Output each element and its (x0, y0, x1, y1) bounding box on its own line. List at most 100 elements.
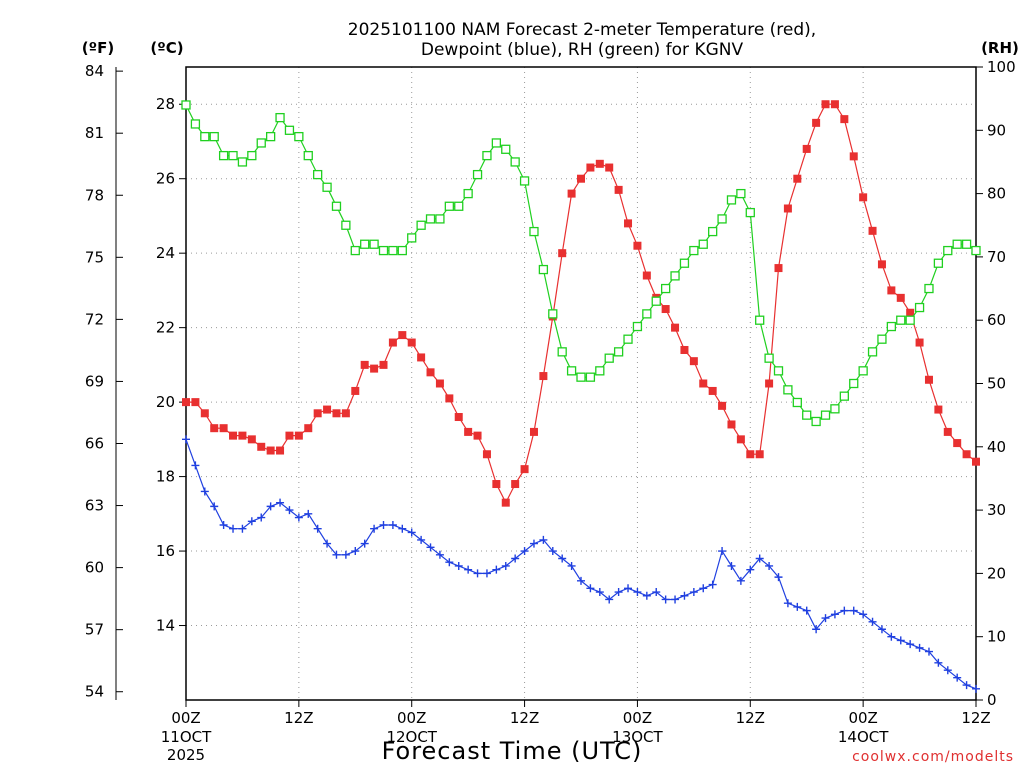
rh-point (971, 245, 981, 256)
dewpoint-point (360, 539, 369, 548)
rh-tick-label: 90 (987, 121, 1006, 139)
x-tick-label: 00Z (397, 709, 426, 727)
2-meter-temperature-point (699, 379, 708, 388)
2-meter-temperature-point (276, 446, 285, 455)
rh-point (303, 150, 313, 161)
rh-point (849, 378, 859, 389)
x-tick-label: 12Z (736, 709, 765, 727)
dewpoint-point (840, 606, 849, 615)
2-meter-temperature-point (830, 100, 839, 109)
rh-point (275, 112, 285, 123)
2-meter-temperature-point (229, 431, 238, 440)
2-meter-temperature-point (915, 338, 924, 347)
2-meter-temperature-point (783, 204, 792, 213)
celsius-tick-label: 28 (156, 95, 175, 113)
dewpoint-point (266, 502, 275, 511)
2-meter-temperature-point (868, 226, 877, 235)
x-tick-label: 12Z (510, 709, 539, 727)
2-meter-temperature-point (191, 398, 200, 407)
rh-point (585, 372, 596, 382)
dewpoint-point (182, 435, 190, 444)
2-meter-temperature-point (972, 457, 980, 466)
2-meter-temperature-point (877, 260, 886, 269)
rh-point (867, 347, 878, 357)
rh-tick-label: 70 (987, 248, 1006, 266)
2-meter-temperature-point (294, 431, 303, 440)
rh-point (952, 239, 962, 249)
fahrenheit-tick-label: 72 (85, 310, 104, 328)
rh-point (905, 315, 915, 325)
2-meter-temperature-point (407, 338, 416, 347)
2-meter-temperature-point (238, 431, 247, 440)
2-meter-temperature-point (454, 413, 463, 422)
rh-point (877, 334, 887, 344)
dewpoint-point (398, 524, 407, 533)
dewpoint-point (859, 610, 868, 619)
2-meter-temperature-point (689, 357, 698, 366)
rh-point (557, 347, 567, 357)
dewpoint-point (454, 561, 463, 570)
dewpoint-point (511, 554, 520, 563)
dewpoint-point (812, 625, 821, 634)
rh-point (313, 169, 323, 180)
dewpoint-point (370, 524, 379, 533)
dewpoint-point (586, 584, 595, 593)
rh-point (350, 245, 360, 256)
dewpoint-point (332, 550, 341, 559)
rh-point (566, 366, 577, 376)
dewpoint-point (379, 520, 388, 529)
2-meter-temperature-point (210, 424, 219, 433)
celsius-tick-label: 14 (156, 617, 175, 635)
dewpoint-point (774, 573, 783, 582)
2-meter-temperature-point (614, 185, 623, 194)
fahrenheit-unit-label: (ºF) (82, 39, 114, 57)
x-tick-date: 12OCT (386, 728, 437, 746)
rh-point (660, 283, 671, 294)
dewpoint-point (746, 565, 755, 574)
2-meter-temperature-point (398, 331, 407, 340)
2-meter-temperature-point (247, 435, 256, 444)
2-meter-temperature-point (812, 118, 821, 127)
dewpoint-point (642, 591, 651, 600)
dewpoint-point (351, 547, 360, 556)
dewpoint-point (821, 614, 830, 623)
2-meter-temperature-point (539, 372, 548, 381)
2-meter-temperature-point (896, 293, 905, 302)
2-meter-temperature-line (186, 103, 977, 505)
rh-point (811, 416, 821, 427)
2-meter-temperature-point (567, 189, 576, 198)
x-tick-date: 11OCT (161, 728, 212, 746)
x-tick-year: 2025 (167, 746, 205, 764)
fahrenheit-tick-label: 66 (85, 434, 104, 452)
rh-point (519, 176, 530, 186)
rh-point (717, 214, 727, 224)
dewpoint-point (830, 610, 839, 619)
celsius-tick-label: 24 (156, 244, 175, 262)
rh-point (961, 239, 972, 249)
2-meter-temperature-point (642, 271, 651, 280)
celsius-tick-label: 22 (156, 319, 175, 337)
2-meter-temperature-point (323, 405, 332, 414)
fahrenheit-tick-label: 60 (85, 559, 104, 577)
dewpoint-point (407, 528, 416, 537)
dewpoint-point (896, 636, 905, 645)
rh-point (228, 150, 238, 161)
celsius-tick-label: 20 (156, 393, 175, 411)
2-meter-temperature-point (426, 368, 435, 377)
celsius-tick-label: 16 (156, 542, 175, 560)
rh-point (256, 138, 266, 148)
rh-point (613, 347, 624, 357)
dewpoint-point (435, 550, 444, 559)
dewpoint-point (191, 461, 200, 470)
rh-point (773, 366, 784, 376)
2-meter-temperature-point (605, 163, 614, 172)
rh-point (435, 214, 445, 224)
dewpoint-point (943, 666, 952, 675)
2-meter-temperature-point (379, 360, 388, 369)
rh-tick-label: 0 (987, 691, 997, 709)
dewpoint-point (492, 565, 501, 574)
dewpoint-point (624, 584, 633, 593)
dewpoint-point (257, 513, 266, 522)
2-meter-temperature-point (313, 409, 322, 418)
